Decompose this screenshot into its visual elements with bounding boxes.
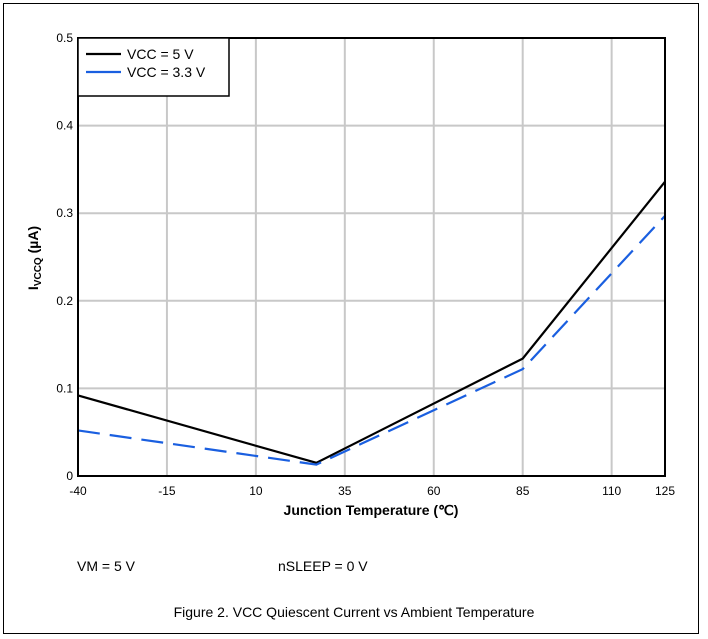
- legend-label: VCC = 3.3 V: [127, 64, 206, 80]
- x-tick-label: 60: [427, 484, 441, 498]
- figure-caption: Figure 2. VCC Quiescent Current vs Ambie…: [173, 604, 535, 620]
- x-tick-label: 125: [655, 484, 675, 498]
- x-tick-label: 35: [338, 484, 352, 498]
- series-lines: [77, 180, 666, 466]
- y-axis-label: IVCCQ (µA): [25, 226, 44, 290]
- chart: -40 -15 10 35 60 85 110 125 0 0.1 0.2 0.3 0.4 0.5 Ju…: [25, 31, 675, 518]
- y-axis-label-unit: (µA): [25, 226, 41, 257]
- x-tick-label: 10: [249, 484, 263, 498]
- x-tick-label: -15: [158, 484, 176, 498]
- series-line-2: [77, 215, 666, 466]
- y-tick-label: 0.4: [56, 119, 73, 133]
- y-tick-label: 0.5: [56, 31, 73, 45]
- y-tick-labels: 0 0.1 0.2 0.3 0.4 0.5: [56, 31, 73, 483]
- legend-box: [77, 37, 230, 97]
- y-tick-label: 0.1: [56, 381, 73, 395]
- x-tick-label: 85: [516, 484, 530, 498]
- plot-border: [77, 37, 666, 477]
- x-axis-label: Junction Temperature (℃): [284, 502, 459, 518]
- x-tick-label: 110: [602, 484, 621, 498]
- y-tick-label: 0.3: [56, 206, 73, 220]
- x-tick-label: -40: [69, 484, 87, 498]
- condition-nsleep: nSLEEP = 0 V: [278, 558, 368, 574]
- x-tick-labels: -40 -15 10 35 60 85 110 125: [69, 484, 675, 498]
- figure-frame: [3, 3, 699, 634]
- grid: [77, 37, 666, 477]
- condition-vm: VM = 5 V: [77, 558, 135, 574]
- y-tick-label: 0: [66, 469, 73, 483]
- legend-label: VCC = 5 V: [127, 46, 194, 62]
- y-axis-label-subscript: VCCQ: [33, 257, 44, 286]
- series-line-1: [77, 180, 666, 465]
- legend: VCC = 5 V VCC = 3.3 V: [77, 37, 230, 97]
- y-axis-label-main: I: [25, 286, 41, 290]
- y-tick-label: 0.2: [56, 294, 73, 308]
